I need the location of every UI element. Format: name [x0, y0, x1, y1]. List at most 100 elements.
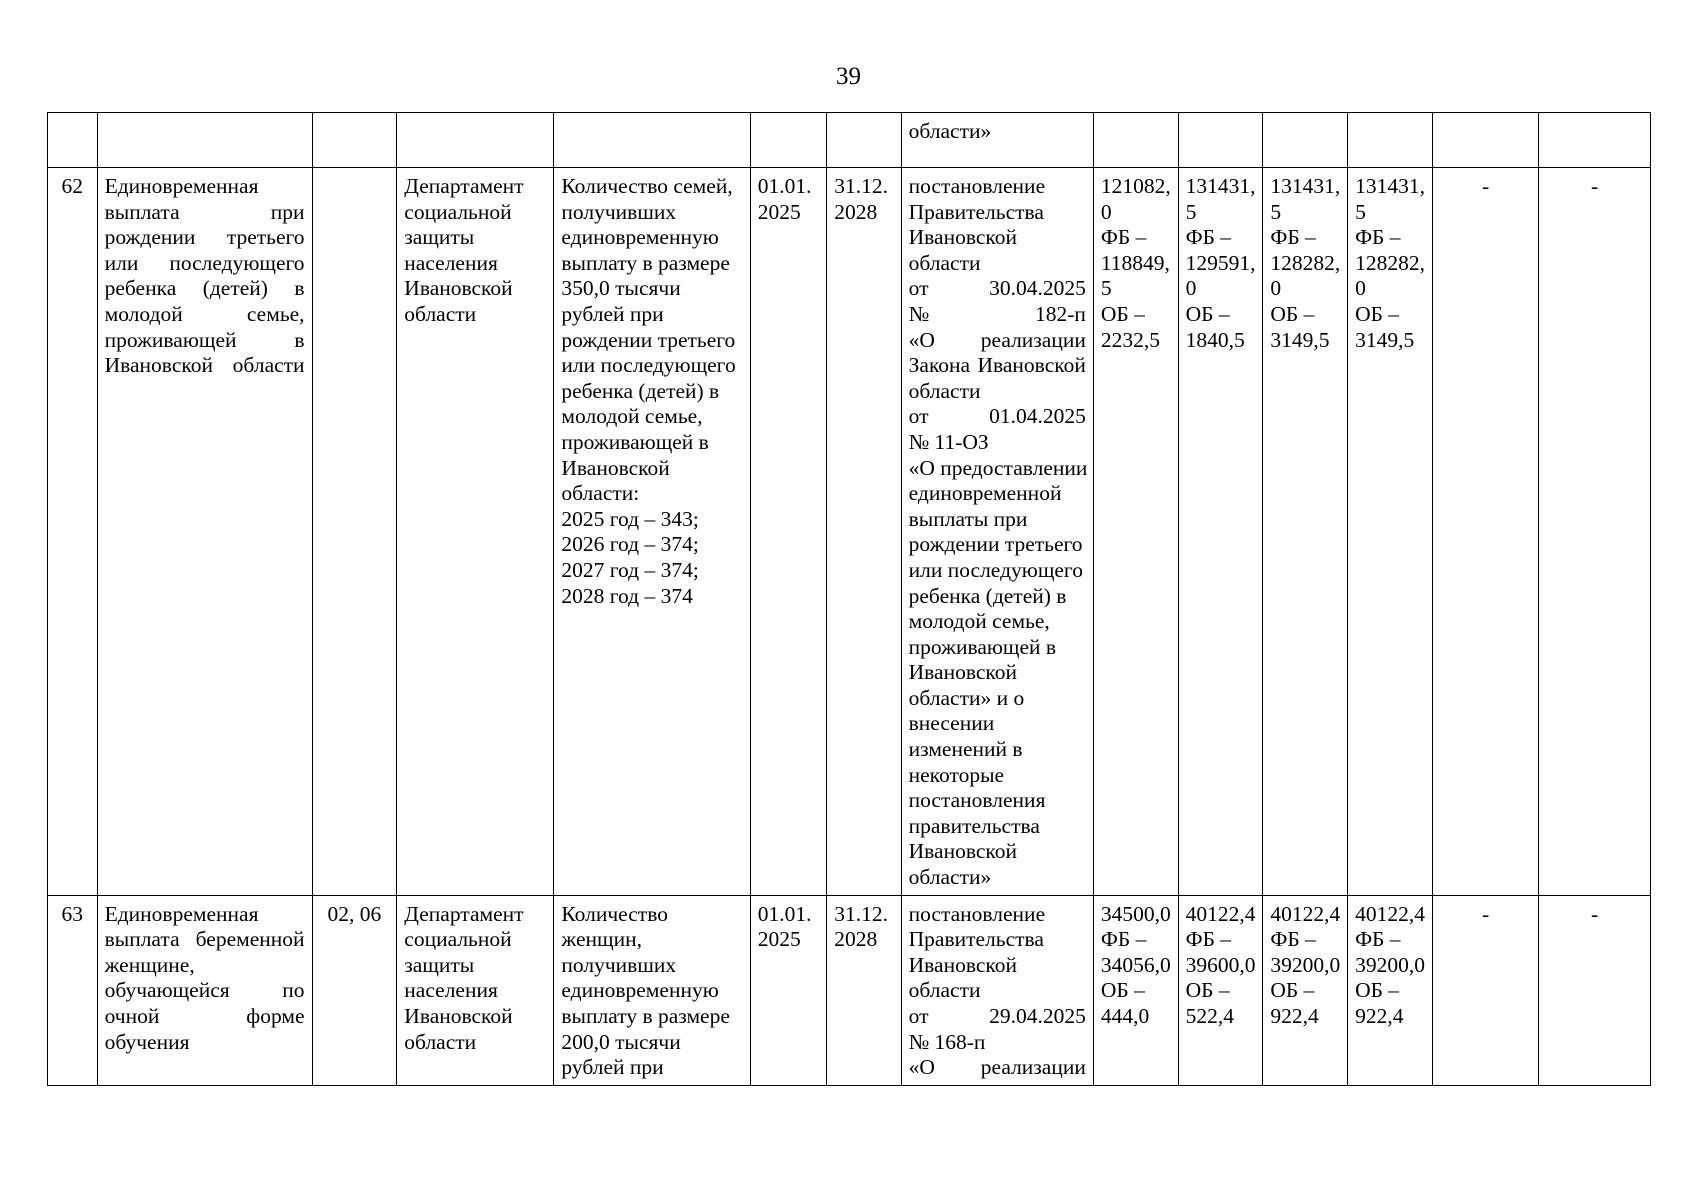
legal-line-left: от	[908, 276, 929, 301]
budget-line: 3149,5	[1270, 327, 1330, 352]
indicator-line: области:	[561, 481, 640, 506]
cell-number: 62	[47, 167, 98, 896]
date-line: 31.12.	[834, 901, 888, 926]
legal-line: от 30.04.2025	[909, 276, 1086, 302]
legal-line-left: от	[908, 404, 929, 429]
indicator-line: 2025 год – 343;	[561, 506, 699, 531]
budget-line: ОБ –	[1270, 978, 1315, 1003]
cell-budget-2027: 40122,4 ФБ –39200,0 ОБ –922,4	[1262, 894, 1349, 1086]
budget-line: ОБ –	[1270, 301, 1315, 326]
budget-line: 39600,0	[1185, 952, 1256, 977]
cell-legal-basis: постановление Правительства Ивановской обла…	[900, 894, 1094, 1086]
indicator-line: 2026 год – 374;	[561, 532, 699, 557]
indicator-line: 200,0 тысячи	[561, 1029, 681, 1054]
indicator-line: получивших	[561, 952, 677, 977]
indicator-line: или последующего	[561, 353, 736, 378]
cell-legal-basis: постановление Правительства Ивановской обла…	[900, 167, 1094, 896]
legal-line: № 11-ОЗ	[908, 429, 989, 454]
legal-line: ребенка (детей) в	[908, 583, 1067, 608]
cell-department: Департамент социальной защиты населения …	[396, 167, 555, 896]
legal-line: области	[908, 978, 981, 1003]
budget-line: 5	[1100, 276, 1112, 301]
budget-line: 39200,0	[1270, 952, 1341, 977]
cell-date-start	[749, 112, 828, 168]
legal-continuation-text: области»	[908, 119, 992, 143]
legal-line: области	[908, 378, 981, 403]
legal-line: выплаты при	[908, 506, 1028, 531]
budget-line: 0	[1100, 199, 1112, 224]
legal-line-left: «О	[908, 327, 935, 352]
budget-line: 129591,	[1185, 250, 1256, 275]
cell-legal-basis: области»	[900, 112, 1094, 168]
budget-line: ФБ –	[1185, 225, 1232, 250]
cell-date-end: 31.12. 2028	[826, 894, 902, 1086]
table-row: 62 Единовременная выплата при рождении тр…	[47, 167, 1651, 896]
budget-line: 128282,	[1270, 250, 1341, 275]
cell-budget-2027: 131431, 5 ФБ –128282, 0 ОБ –3149,5	[1262, 167, 1349, 896]
legal-line: или последующего	[908, 557, 1083, 582]
indicator-line: Количество	[561, 901, 668, 926]
cell-extra-1: -	[1431, 894, 1540, 1086]
cell-department	[396, 112, 555, 168]
budget-line: 131431,	[1185, 174, 1256, 198]
date-line: 01.01.	[757, 901, 812, 926]
cell-extra-2: -	[1538, 894, 1651, 1086]
legal-line-right: реализации	[980, 1055, 1086, 1080]
legal-line: «О реализации	[909, 1055, 1086, 1081]
budget-line: 2232,5	[1100, 327, 1160, 352]
legal-line-right: 30.04.2025	[989, 276, 1086, 301]
cell-date-end	[826, 112, 902, 168]
legal-line: правительства	[908, 813, 1040, 838]
indicator-line: выплату в размере	[561, 250, 730, 275]
indicator-line: единовременную	[561, 978, 719, 1003]
cell-date-start: 01.01. 2025	[749, 894, 828, 1086]
budget-line: 131431,	[1355, 174, 1425, 198]
cell-budget-2025: 34500,0 ФБ –34056,0 ОБ –444,0	[1092, 894, 1179, 1086]
budget-line: ФБ –	[1100, 927, 1147, 952]
budget-line: ФБ –	[1185, 927, 1232, 952]
budget-line: 5	[1355, 199, 1366, 224]
indicator-line: ребенка (детей) в	[561, 378, 720, 403]
legal-line: некоторые	[908, 762, 1005, 787]
legal-line: проживающей в	[908, 634, 1057, 659]
indicator-line: рублей при	[561, 1055, 664, 1080]
legal-line-left: от	[908, 1004, 929, 1028]
legal-line-right: Ивановской	[977, 353, 1086, 378]
legal-line: внесении	[908, 711, 995, 736]
indicator-line: рублей при	[561, 301, 664, 326]
budget-line: 444,0	[1100, 1004, 1150, 1028]
legal-line-right: 182-п	[1034, 301, 1086, 326]
cell-code	[311, 112, 398, 168]
cell-budget-2028	[1347, 112, 1433, 168]
legal-line: № 168-п	[908, 1029, 986, 1054]
budget-line: 922,4	[1270, 1004, 1319, 1028]
budget-line: 3149,5	[1355, 327, 1415, 352]
cell-budget-2027	[1262, 112, 1349, 168]
cell-date-end: 31.12. 2028	[826, 167, 902, 896]
budget-line: 131431,	[1270, 174, 1341, 198]
cell-extra-2: -	[1538, 167, 1651, 896]
cell-budget-2026	[1177, 112, 1264, 168]
budget-line: 40122,4	[1270, 901, 1341, 926]
legal-line-right: 29.04.2025	[989, 1004, 1086, 1028]
legal-line-right: реализации	[980, 327, 1086, 352]
cell-budget-2025	[1092, 112, 1179, 168]
legal-line: области»	[908, 865, 992, 890]
cell-code: 02, 06	[311, 894, 398, 1086]
budget-line: 34056,0	[1100, 952, 1171, 977]
budget-line: 118849,	[1100, 250, 1170, 275]
cell-indicator: Количество женщин, получивших единовременну…	[553, 894, 751, 1086]
legal-line: «О предоставлении	[908, 455, 1088, 480]
legal-line-right: 01.04.2025	[989, 404, 1086, 429]
budget-line: 522,4	[1185, 1004, 1234, 1028]
cell-code	[311, 167, 398, 896]
indicator-line: женщин,	[561, 927, 642, 952]
cell-extra-1	[1431, 112, 1540, 168]
budget-line: ОБ –	[1355, 978, 1400, 1003]
cell-budget-2028: 40122,4 ФБ –39200,0 ОБ –922,4	[1347, 894, 1433, 1086]
cell-measure-name	[96, 112, 313, 168]
legal-line: Ивановской	[908, 660, 1017, 685]
program-measures-table: области» 62 Единовременная выплата при ро…	[47, 112, 1651, 1086]
legal-line: области» и о	[908, 685, 1025, 710]
